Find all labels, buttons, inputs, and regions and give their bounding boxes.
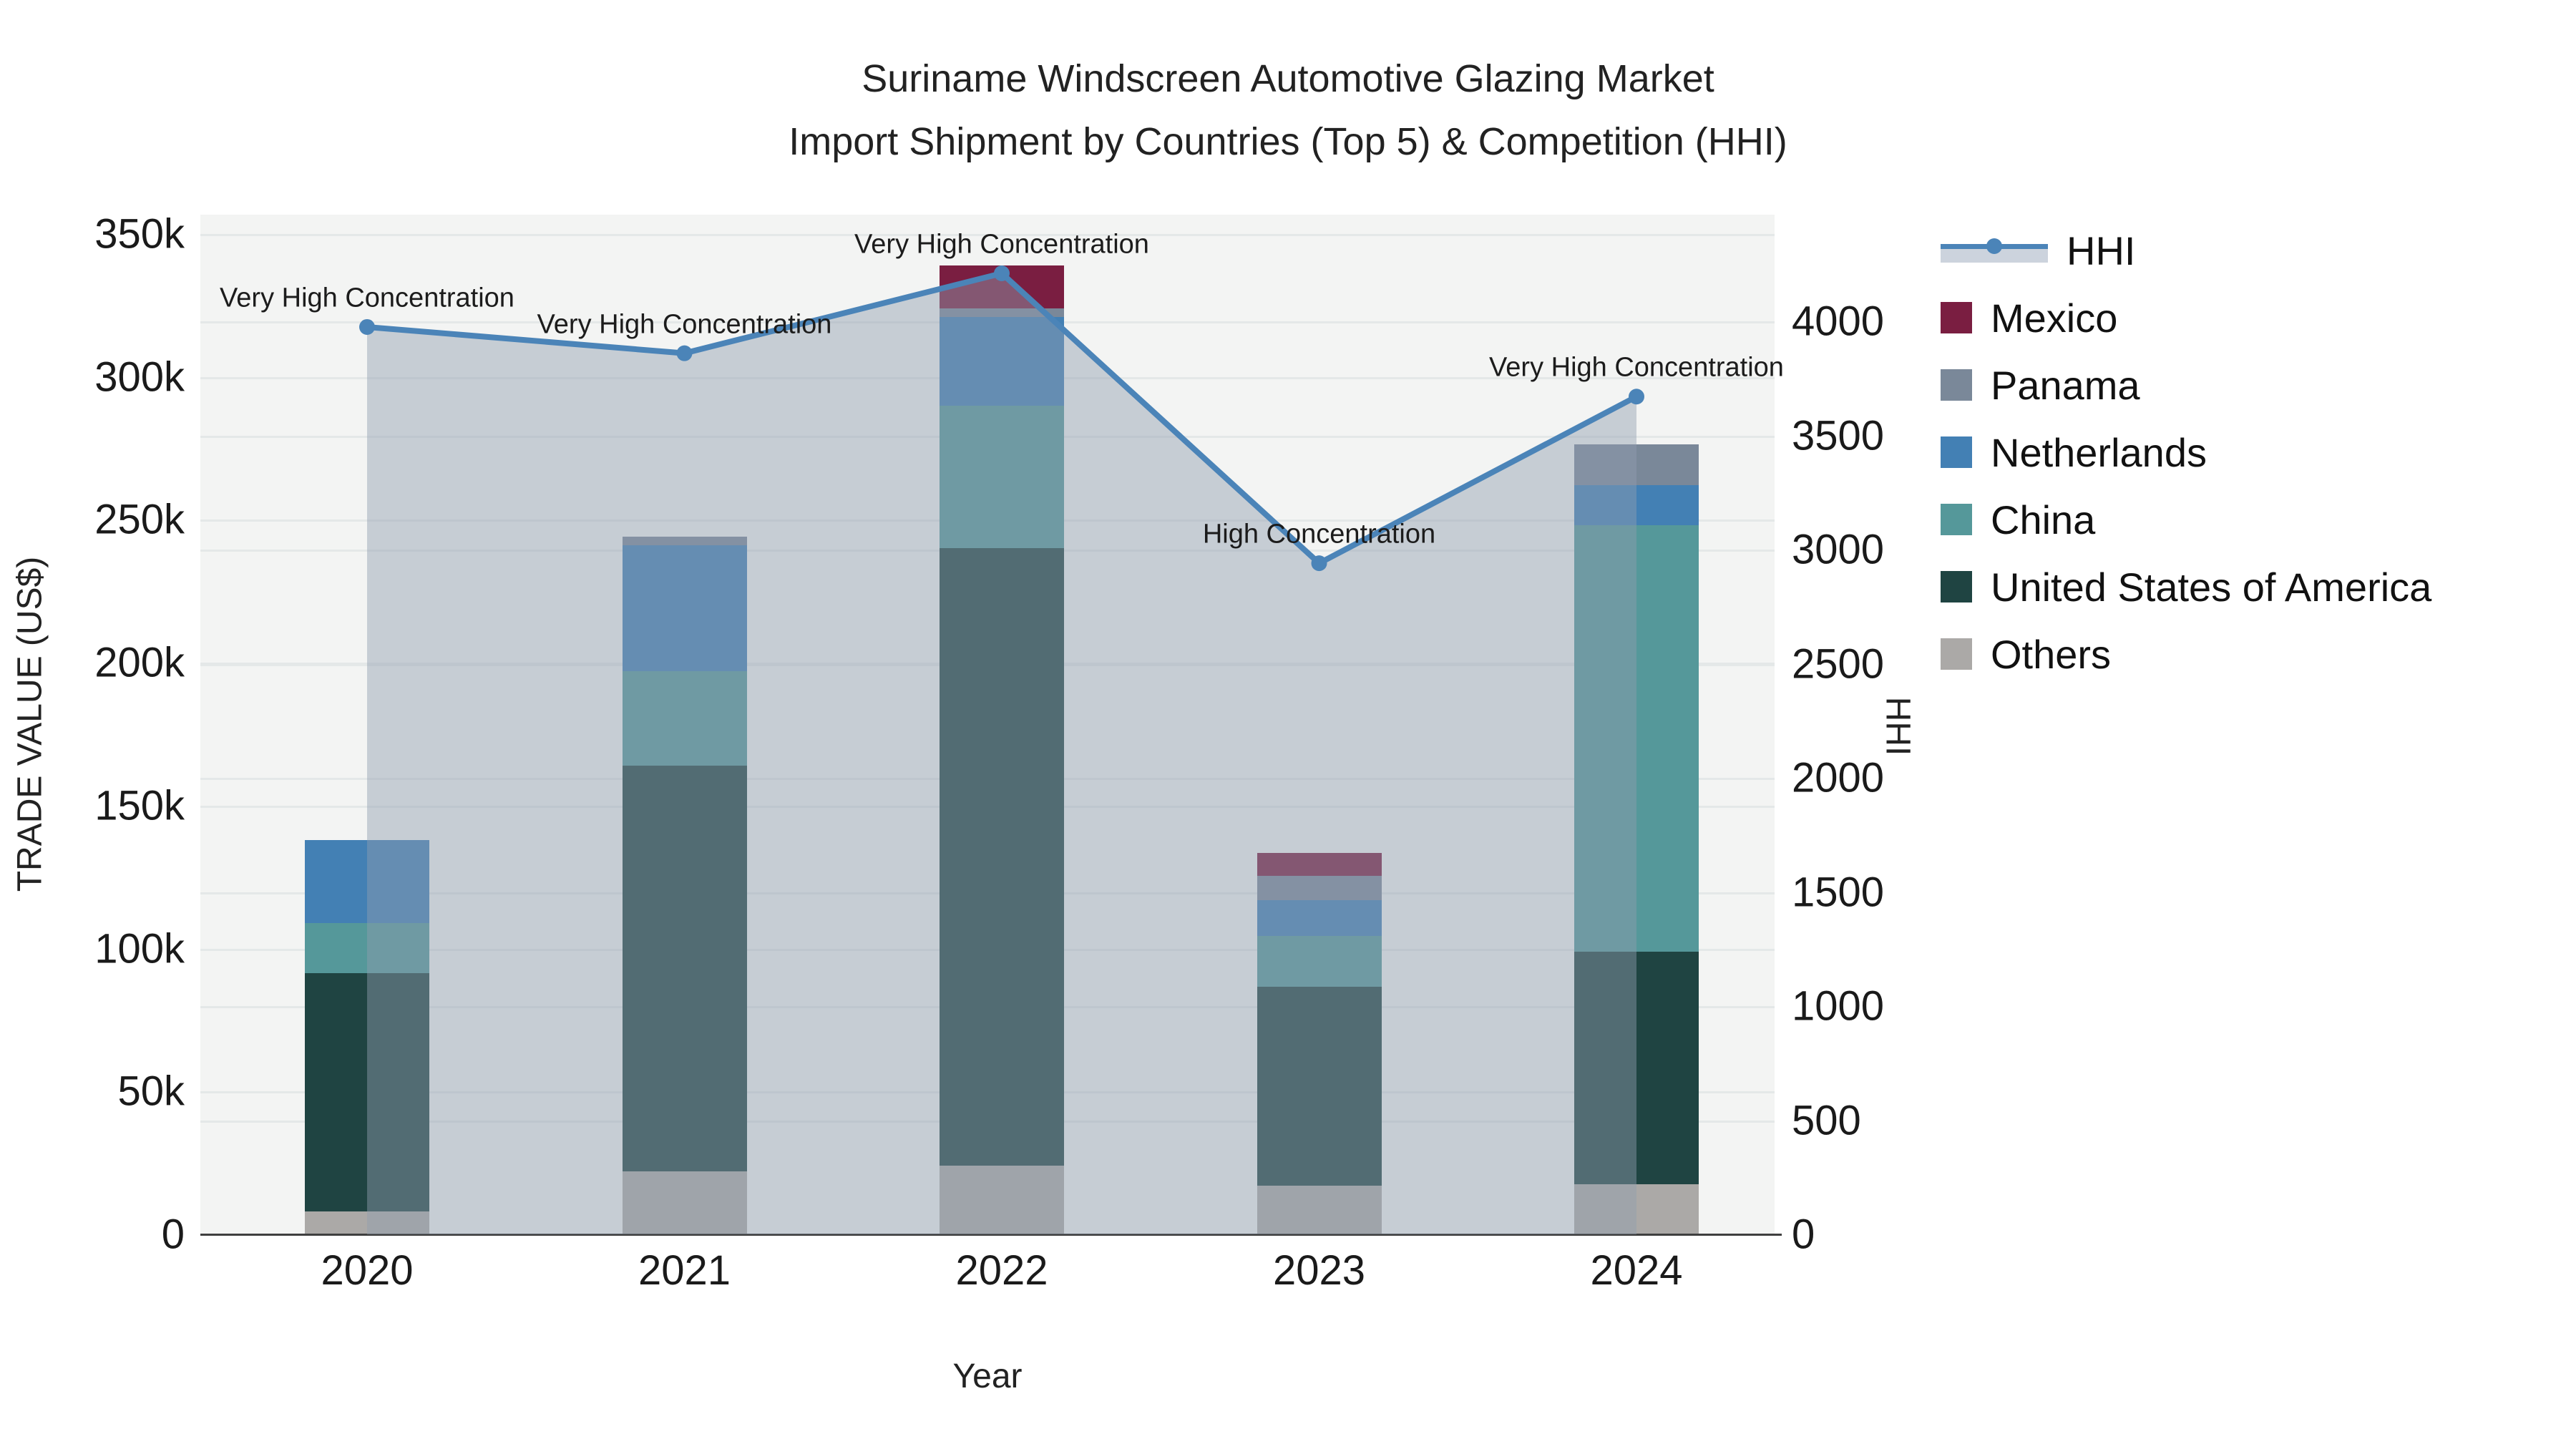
legend-label: Panama — [1991, 362, 2140, 408]
bar-segment-2022-others[interactable] — [940, 1166, 1064, 1234]
y-left-tick-0: 0 — [161, 1211, 185, 1258]
bar-segment-2023-mexico[interactable] — [1257, 852, 1382, 876]
bar-segment-2023-united-states-of-america[interactable] — [1257, 987, 1382, 1186]
legend-item-united-states-of-america[interactable]: United States of America — [1941, 564, 2431, 610]
legend-hhi-line-part — [1941, 246, 2048, 263]
legend-swatch-icon — [1941, 369, 1972, 401]
x-tick-2022: 2022 — [955, 1247, 1048, 1294]
legend-hhi-line-icon — [1941, 238, 2048, 263]
legend-label: Netherlands — [1991, 429, 2207, 475]
legend-label: Mexico — [1991, 295, 2118, 341]
x-tick-2021: 2021 — [638, 1247, 731, 1294]
bar-segment-2021-china[interactable] — [622, 671, 747, 766]
y-left-tick-200k: 200k — [94, 639, 185, 686]
y-right-tick-0: 0 — [1792, 1211, 1815, 1258]
bar-segment-2023-netherlands[interactable] — [1257, 899, 1382, 936]
bar-segment-2024-china[interactable] — [1574, 525, 1699, 952]
legend-swatch-icon — [1941, 638, 1972, 670]
bar-segment-2024-netherlands[interactable] — [1574, 485, 1699, 526]
y-right-tick-4000: 4000 — [1792, 298, 1885, 345]
bar-segment-2024-united-states-of-america[interactable] — [1574, 951, 1699, 1185]
bar-segment-2023-others[interactable] — [1257, 1186, 1382, 1234]
bar-segment-2020-china[interactable] — [305, 922, 429, 973]
y-left-tick-300k: 300k — [94, 353, 185, 401]
bar-segment-2021-others[interactable] — [622, 1171, 747, 1234]
bar-segment-2022-united-states-of-america[interactable] — [940, 548, 1064, 1166]
legend-label: China — [1991, 497, 2096, 542]
y-right-tick-1000: 1000 — [1792, 982, 1885, 1030]
legend-item-mexico[interactable]: Mexico — [1941, 295, 2431, 341]
annotation-2023: High Concentration — [1202, 519, 1436, 550]
chart-title-line2: Import Shipment by Countries (Top 5) & C… — [789, 120, 1787, 163]
gridline — [200, 234, 1775, 236]
legend-item-hhi[interactable]: HHI — [1941, 228, 2431, 273]
legend-item-others[interactable]: Others — [1941, 631, 2431, 677]
legend-hhi-line-part — [1986, 238, 2002, 254]
legend-item-china[interactable]: China — [1941, 497, 2431, 542]
y-right-tick-3000: 3000 — [1792, 526, 1885, 573]
bar-segment-2022-netherlands[interactable] — [940, 316, 1064, 406]
annotation-2024: Very High Concentration — [1489, 352, 1784, 383]
bar-segment-2024-panama[interactable] — [1574, 444, 1699, 486]
legend-swatch-icon — [1941, 504, 1972, 535]
legend-item-netherlands[interactable]: Netherlands — [1941, 429, 2431, 475]
chart-title: Suriname Windscreen Automotive Glazing M… — [789, 47, 1787, 173]
x-axis-title: Year — [952, 1357, 1023, 1395]
y-left-tick-50k: 50k — [117, 1068, 185, 1115]
y-left-tick-250k: 250k — [94, 496, 185, 543]
y-right-tick-2500: 2500 — [1792, 640, 1885, 687]
legend-swatch-icon — [1941, 436, 1972, 468]
bar-segment-2021-panama[interactable] — [622, 537, 747, 546]
x-tick-2024: 2024 — [1590, 1247, 1683, 1294]
legend-label: HHI — [2067, 228, 2136, 273]
hhi-marker-2020[interactable] — [359, 318, 375, 335]
legend-label: United States of America — [1991, 564, 2432, 610]
legend: HHI Mexico Panama Netherlands China United St… — [1941, 228, 2431, 677]
x-tick-2020: 2020 — [321, 1247, 414, 1294]
annotation-2021: Very High Concentration — [537, 309, 832, 340]
bar-segment-2021-netherlands[interactable] — [622, 545, 747, 672]
y-left-tick-100k: 100k — [94, 925, 185, 972]
legend-item-panama[interactable]: Panama — [1941, 362, 2431, 408]
bar-segment-2020-united-states-of-america[interactable] — [305, 972, 429, 1212]
legend-label: Others — [1991, 631, 2112, 677]
bar-segment-2020-netherlands[interactable] — [305, 839, 429, 923]
annotation-2020: Very High Concentration — [220, 283, 514, 313]
x-tick-2023: 2023 — [1272, 1247, 1366, 1294]
y-right-tick-500: 500 — [1792, 1097, 1861, 1143]
bar-segment-2024-others[interactable] — [1574, 1184, 1699, 1234]
chart-title-line1: Suriname Windscreen Automotive Glazing M… — [862, 57, 1714, 100]
bar-segment-2021-united-states-of-america[interactable] — [622, 765, 747, 1172]
bar-segment-2022-panama[interactable] — [940, 308, 1064, 317]
legend-swatch-icon — [1941, 571, 1972, 602]
hhi-marker-2022[interactable] — [994, 265, 1010, 282]
y-left-tick-150k: 150k — [94, 782, 185, 829]
hhi-marker-2024[interactable] — [1629, 389, 1644, 405]
bar-segment-2022-china[interactable] — [940, 405, 1064, 549]
y-right-tick-3500: 3500 — [1792, 412, 1885, 459]
bar-segment-2020-others[interactable] — [305, 1211, 429, 1234]
bar-segment-2023-china[interactable] — [1257, 935, 1382, 987]
y-right-tick-2000: 2000 — [1792, 754, 1885, 801]
hhi-marker-2021[interactable] — [676, 345, 693, 361]
hhi-marker-2023[interactable] — [1311, 555, 1327, 572]
x-axis-line — [200, 1234, 1782, 1236]
y-right-axis-title: HHI — [1878, 696, 1917, 756]
y-right-tick-1500: 1500 — [1792, 869, 1885, 915]
y-left-axis-title: TRADE VALUE (US$) — [11, 556, 49, 892]
annotation-2022: Very High Concentration — [854, 229, 1149, 260]
legend-swatch-icon — [1941, 302, 1972, 333]
bar-segment-2023-panama[interactable] — [1257, 875, 1382, 900]
y-left-tick-350k: 350k — [94, 210, 185, 258]
